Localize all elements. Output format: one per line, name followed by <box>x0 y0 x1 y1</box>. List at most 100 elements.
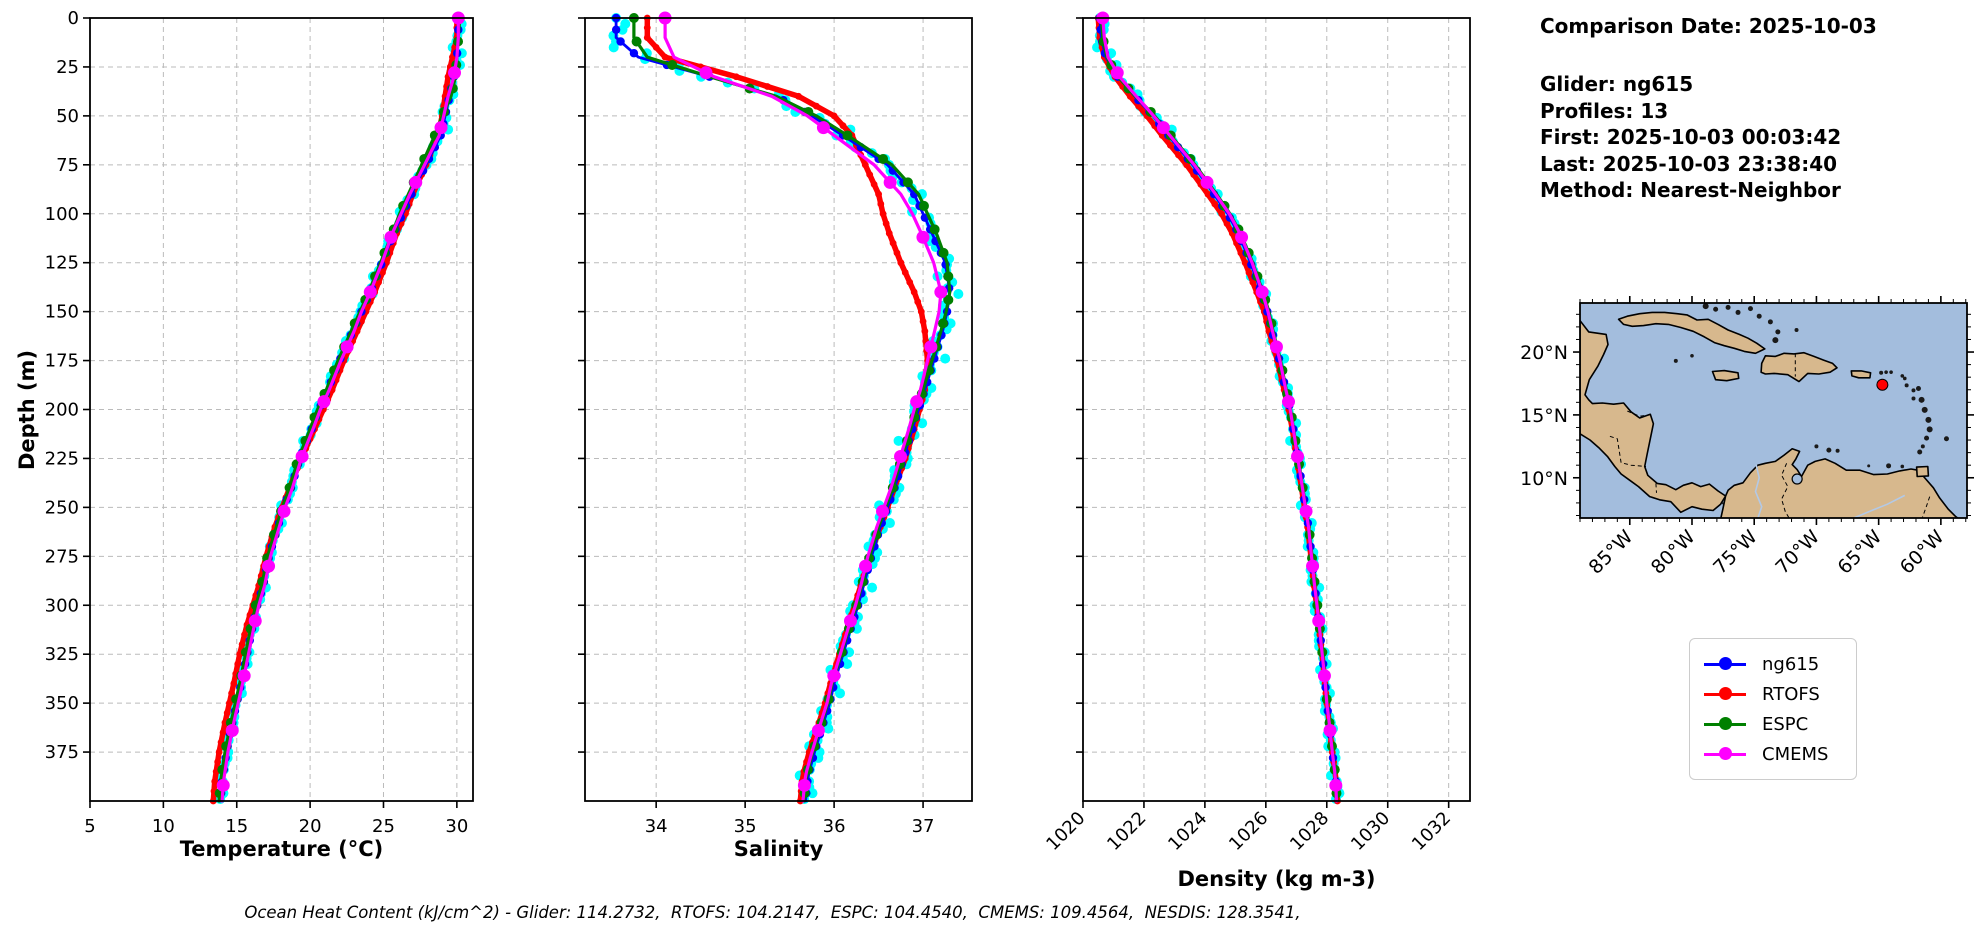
svg-text:175: 175 <box>45 351 79 372</box>
svg-text:25: 25 <box>56 57 79 78</box>
map-inset: 85°W 80°W 75°W 70°W 65°W 60°W 20°N 15°N 10°N <box>1520 296 1974 579</box>
svg-text:37: 37 <box>912 816 935 837</box>
svg-text:1026: 1026 <box>1225 808 1272 855</box>
jamaica <box>1711 369 1740 382</box>
depth-axis-label: Depth (m) <box>15 350 39 470</box>
axis-ticks: 34 35 36 37 <box>578 17 935 837</box>
hispaniola <box>1760 351 1838 383</box>
svg-text:25: 25 <box>372 816 395 837</box>
south-america-landmass <box>1720 447 1960 518</box>
svg-text:1030: 1030 <box>1347 808 1394 855</box>
legend-line-marker-icon <box>1702 716 1754 732</box>
lake-maracaibo <box>1791 473 1803 485</box>
svg-text:375: 375 <box>45 742 79 763</box>
series-legend: ng615 RTOFS ESPC CMEMS <box>1689 638 1857 780</box>
svg-text:20: 20 <box>299 816 322 837</box>
gridlines <box>1082 17 1470 801</box>
series-ng615 <box>611 13 954 803</box>
svg-text:350: 350 <box>45 693 79 714</box>
info-line: Profiles: 13 <box>1540 98 1669 123</box>
svg-text:50: 50 <box>56 106 79 127</box>
central-america-landmass <box>1580 319 1727 514</box>
svg-text:15: 15 <box>225 816 248 837</box>
svg-text:5: 5 <box>84 816 95 837</box>
svg-text:60°W: 60°W <box>1896 526 1949 579</box>
legend-item-ng615: ng615 <box>1702 649 1844 679</box>
series-CMEMS <box>1096 11 1343 803</box>
svg-text:1022: 1022 <box>1103 808 1150 855</box>
svg-text:325: 325 <box>45 644 79 665</box>
gridlines <box>89 17 473 801</box>
svg-text:Salinity: Salinity <box>734 837 824 861</box>
small-islands <box>1673 303 1949 469</box>
svg-text:70°W: 70°W <box>1771 526 1824 579</box>
salinity-panel: 34 35 36 37 Salinity <box>578 11 973 861</box>
glider-scatter-band <box>214 13 467 805</box>
comparison-info-block: Comparison Date: 2025-10-03 Glider: ng61… <box>1540 14 1877 204</box>
svg-text:20°N: 20°N <box>1520 342 1568 364</box>
legend-line-marker-icon <box>1702 746 1754 762</box>
svg-text:35: 35 <box>734 816 757 837</box>
svg-text:85°W: 85°W <box>1585 526 1638 579</box>
legend-item-espc: ESPC <box>1702 709 1844 739</box>
svg-text:Density (kg m-3): Density (kg m-3) <box>1177 867 1375 891</box>
svg-text:10: 10 <box>152 816 175 837</box>
glider-location-marker <box>1876 378 1889 391</box>
svg-text:80°W: 80°W <box>1647 526 1700 579</box>
legend-line-marker-icon <box>1702 686 1754 702</box>
rivers <box>1754 464 1906 518</box>
svg-text:Depth (m): Depth (m) <box>15 350 39 470</box>
axis-ticks: 5 10 15 20 25 3002550751001251501752002252502… <box>45 8 469 837</box>
glider-info-lines: Glider: ng615 Profiles: 13 First: 2025-10-… <box>1540 71 1877 204</box>
svg-text:300: 300 <box>45 595 79 616</box>
puerto-rico <box>1850 370 1872 379</box>
svg-text:75: 75 <box>56 155 79 176</box>
cuba <box>1617 311 1766 355</box>
svg-text:275: 275 <box>45 546 79 567</box>
svg-text:10°N: 10°N <box>1520 468 1568 490</box>
svg-text:200: 200 <box>45 400 79 421</box>
temperature-panel: 5 10 15 20 25 3002550751001251501752002252502… <box>45 8 474 861</box>
legend-label: ng615 <box>1762 653 1820 675</box>
svg-text:75°W: 75°W <box>1709 526 1762 579</box>
svg-text:0: 0 <box>68 8 79 29</box>
ohc-caption: Ocean Heat Content (kJ/cm^2) - Glider: 1… <box>244 903 1301 922</box>
trinidad <box>1915 465 1930 478</box>
density-panel: 1020 1022 1024 1026 1028 1030 1032 Density (kg … <box>1042 11 1471 891</box>
info-line: Last: 2025-10-03 23:38:40 <box>1540 151 1838 176</box>
country-borders <box>1609 353 1931 518</box>
legend-label: CMEMS <box>1762 743 1829 765</box>
svg-text:30: 30 <box>445 816 468 837</box>
svg-text:15°N: 15°N <box>1520 405 1568 427</box>
svg-text:1032: 1032 <box>1408 808 1455 855</box>
axis-ticks: 1020 1022 1024 1026 1028 1030 1032 <box>1042 17 1455 855</box>
svg-text:Temperature (°C): Temperature (°C) <box>180 837 383 861</box>
glider-scatter-band <box>608 13 964 805</box>
svg-text:150: 150 <box>45 302 79 323</box>
info-line: First: 2025-10-03 00:03:42 <box>1540 125 1842 149</box>
series-ESPC <box>628 13 954 803</box>
svg-text:1024: 1024 <box>1164 808 1211 855</box>
info-line: Glider: ng615 <box>1540 72 1694 96</box>
series-CMEMS <box>658 11 948 803</box>
svg-text:1020: 1020 <box>1042 808 1089 855</box>
info-spacer <box>1540 38 1877 71</box>
glider-scatter-band <box>1092 13 1345 805</box>
svg-text:65°W: 65°W <box>1834 526 1887 579</box>
map-content <box>1580 303 1967 518</box>
svg-text:34: 34 <box>645 816 668 837</box>
svg-text:100: 100 <box>45 204 79 225</box>
series-ng615 <box>216 13 463 803</box>
svg-text:1028: 1028 <box>1286 808 1333 855</box>
series-ESPC <box>1096 13 1342 803</box>
svg-text:250: 250 <box>45 497 79 518</box>
series-ESPC <box>214 13 465 803</box>
comparison-date: Comparison Date: 2025-10-03 <box>1540 14 1877 38</box>
info-line: Method: Nearest-Neighbor <box>1540 178 1841 202</box>
legend-label: RTOFS <box>1762 683 1820 705</box>
svg-text:125: 125 <box>45 253 79 274</box>
legend-item-cmems: CMEMS <box>1702 739 1844 769</box>
legend-item-rtofs: RTOFS <box>1702 679 1844 709</box>
